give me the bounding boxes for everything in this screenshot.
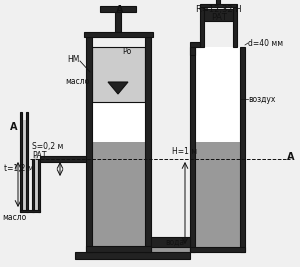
Bar: [26, 112, 28, 212]
Text: Pо: Pо: [122, 48, 131, 57]
Bar: [86, 37, 92, 252]
Bar: [100, 6, 136, 12]
Bar: [190, 42, 200, 47]
Bar: [86, 246, 151, 252]
Bar: [20, 112, 22, 212]
Bar: [92, 142, 145, 246]
Text: PАТ: PАТ: [211, 13, 227, 22]
Bar: [190, 47, 195, 252]
Bar: [195, 47, 240, 142]
Text: воздух: воздух: [248, 95, 275, 104]
Text: H=1 м: H=1 м: [172, 147, 197, 155]
Polygon shape: [108, 82, 128, 94]
Text: R=12,32 H: R=12,32 H: [196, 5, 242, 14]
Bar: [92, 102, 145, 142]
Bar: [200, 7, 204, 47]
Bar: [151, 247, 190, 252]
Bar: [216, 0, 220, 4]
Bar: [200, 4, 237, 7]
Bar: [34, 155, 38, 210]
Bar: [22, 120, 26, 210]
Bar: [40, 156, 86, 162]
Bar: [92, 47, 145, 102]
Bar: [195, 142, 240, 247]
Text: HМ: HМ: [67, 54, 80, 64]
Bar: [151, 237, 190, 247]
Bar: [190, 47, 195, 55]
Text: A: A: [10, 122, 18, 132]
Text: вода: вода: [165, 238, 184, 246]
Text: t=1,2 м: t=1,2 м: [4, 164, 34, 174]
Bar: [32, 159, 34, 212]
Text: S=0,2 м: S=0,2 м: [32, 143, 63, 151]
Bar: [204, 9, 233, 21]
Text: PАТ: PАТ: [32, 151, 46, 159]
Bar: [84, 32, 153, 37]
Bar: [145, 37, 151, 252]
Bar: [75, 252, 190, 259]
Bar: [233, 7, 237, 47]
Text: масло: масло: [2, 213, 26, 222]
Text: масло: масло: [65, 77, 89, 87]
Bar: [38, 159, 40, 212]
Text: A: A: [287, 152, 295, 162]
Text: d=40 мм: d=40 мм: [248, 38, 283, 48]
Bar: [20, 210, 40, 212]
Text: A: A: [116, 5, 124, 15]
Bar: [190, 247, 245, 252]
Bar: [240, 47, 245, 252]
Bar: [115, 10, 121, 32]
